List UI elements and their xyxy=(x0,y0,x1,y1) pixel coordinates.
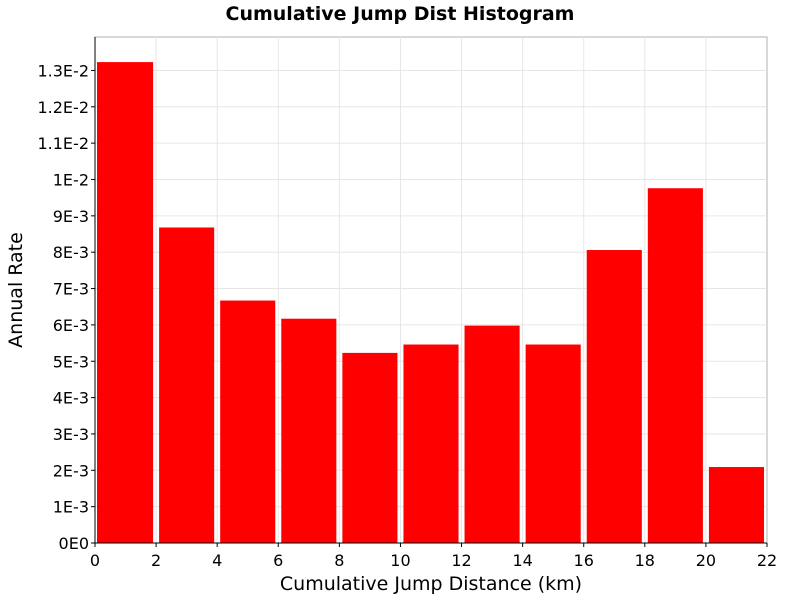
histogram-bar xyxy=(708,467,764,543)
x-axis-label: Cumulative Jump Distance (km) xyxy=(280,573,582,595)
x-tick-label: 12 xyxy=(451,551,471,570)
y-tick-label: 0E0 xyxy=(59,534,89,553)
y-tick-label: 1.3E-2 xyxy=(37,61,89,80)
x-tick-label: 2 xyxy=(151,551,161,570)
histogram-bar xyxy=(281,318,337,543)
histogram-bar xyxy=(220,300,276,543)
bars xyxy=(97,62,764,544)
x-axis-ticks: 0 2 4 6 8 10 12 14 16 18 20 22 xyxy=(90,543,777,570)
x-tick-label: 4 xyxy=(212,551,222,570)
x-tick-label: 6 xyxy=(273,551,283,570)
y-tick-label: 1.1E-2 xyxy=(37,134,89,153)
y-axis-ticks: 0E0 1E-3 2E-3 3E-3 4E-3 5E-3 6E-3 7E-3 8E-3 9E-3 1… xyxy=(37,61,95,553)
x-tick-label: 8 xyxy=(334,551,344,570)
y-tick-label: 1E-3 xyxy=(53,498,89,517)
y-tick-label: 1E-2 xyxy=(53,171,89,190)
x-tick-label: 22 xyxy=(757,551,777,570)
histogram-bar xyxy=(464,325,520,543)
histogram-bar xyxy=(403,344,459,543)
histogram-bar xyxy=(586,250,642,544)
chart-title: Cumulative Jump Dist Histogram xyxy=(226,3,575,25)
y-tick-label: 6E-3 xyxy=(53,316,89,335)
y-tick-label: 7E-3 xyxy=(53,280,89,299)
x-tick-label: 18 xyxy=(635,551,655,570)
y-tick-label: 9E-3 xyxy=(53,207,89,226)
y-axis-label: Annual Rate xyxy=(5,232,27,348)
y-tick-label: 4E-3 xyxy=(53,389,89,408)
y-tick-label: 8E-3 xyxy=(53,243,89,262)
x-tick-label: 0 xyxy=(90,551,100,570)
histogram-bar xyxy=(525,344,581,543)
y-tick-label: 3E-3 xyxy=(53,425,89,444)
histogram-bar xyxy=(97,62,154,543)
x-tick-label: 16 xyxy=(574,551,594,570)
histogram-bar xyxy=(647,188,703,543)
histogram-bar xyxy=(159,227,215,543)
histogram-bar xyxy=(342,352,398,543)
y-tick-label: 2E-3 xyxy=(53,461,89,480)
x-tick-label: 20 xyxy=(696,551,716,570)
y-tick-label: 1.2E-2 xyxy=(37,98,89,117)
x-tick-label: 14 xyxy=(512,551,532,570)
y-tick-label: 5E-3 xyxy=(53,352,89,371)
x-tick-label: 10 xyxy=(390,551,410,570)
